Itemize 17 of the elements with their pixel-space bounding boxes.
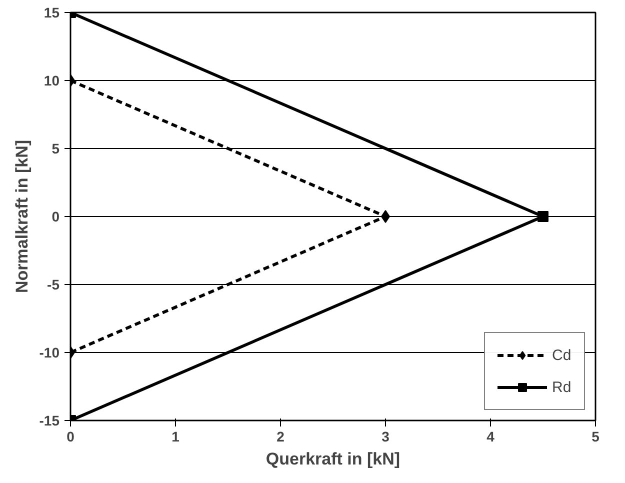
x-tick-label: 2 xyxy=(276,428,285,444)
y-tick-label: 15 xyxy=(44,4,60,20)
y-tick-label: -15 xyxy=(39,412,60,428)
y-tick-label: 10 xyxy=(44,72,60,88)
y-tick-label: 0 xyxy=(52,208,60,224)
y-axis-title: Normalkraft in [kN] xyxy=(12,140,32,294)
y-tick-label: -5 xyxy=(47,276,60,292)
x-tick-label: 3 xyxy=(382,428,390,444)
y-tick-label: 5 xyxy=(52,140,60,156)
y-tick-label: -10 xyxy=(39,344,60,360)
legend-label: Rd xyxy=(552,378,572,396)
legend-label: Cd xyxy=(552,346,572,364)
x-tick-label: 0 xyxy=(66,428,75,444)
x-tick-label: 4 xyxy=(486,428,495,444)
x-tick-label: 5 xyxy=(592,428,600,444)
x-tick-label: 1 xyxy=(172,428,180,444)
x-axis-title: Querkraft in [kN] xyxy=(266,450,400,468)
